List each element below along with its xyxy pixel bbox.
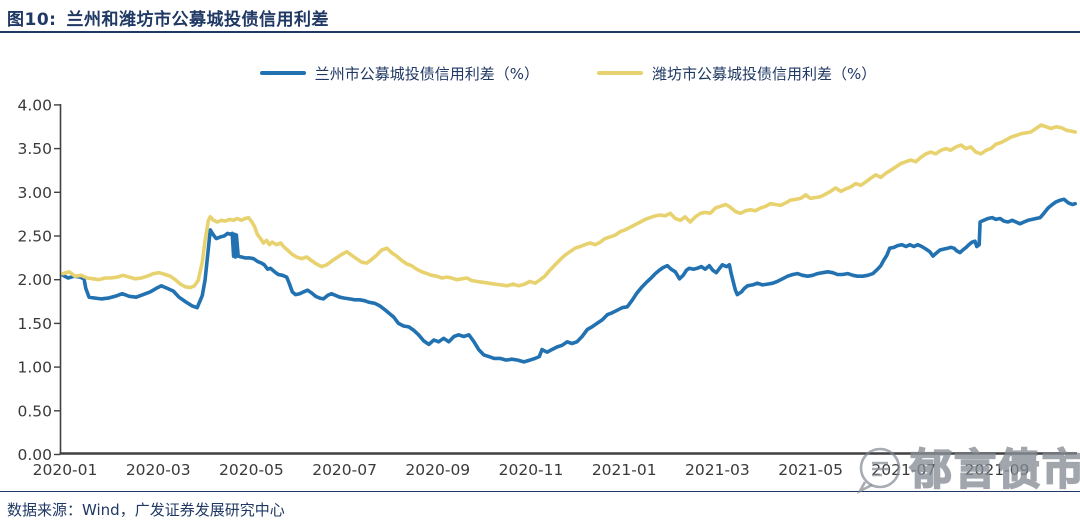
x-tick-label: 2020-07 bbox=[312, 461, 377, 479]
y-tick-label: 0.50 bbox=[17, 402, 52, 420]
figure-header: 图10: 兰州和潍坊市公募城投债信用利差 bbox=[0, 0, 1080, 33]
x-tick-label: 2020-11 bbox=[499, 461, 564, 479]
y-tick-label: 2.50 bbox=[17, 228, 52, 246]
x-tick-label: 2020-03 bbox=[126, 461, 191, 479]
y-tick-label: 4.00 bbox=[17, 96, 52, 114]
page-title: 兰州和潍坊市公募城投债信用利差 bbox=[66, 10, 329, 30]
x-tick-label: 2021-03 bbox=[685, 461, 750, 479]
y-tick-label: 2.00 bbox=[17, 271, 52, 289]
lanzhou-spread-line bbox=[61, 197, 1077, 364]
x-tick-label: 2021-09 bbox=[965, 461, 1030, 479]
y-tick-label: 3.50 bbox=[17, 140, 52, 158]
x-tick-label: 2021-05 bbox=[778, 461, 843, 479]
legend-item-weifang: 潍坊市公募城投债信用利差（%） bbox=[597, 63, 876, 84]
y-tick-label: 3.00 bbox=[17, 184, 52, 202]
lanzhou-line-swatch bbox=[259, 70, 306, 76]
legend-label-weifang: 潍坊市公募城投债信用利差（%） bbox=[652, 64, 877, 83]
footer-divider bbox=[0, 491, 1080, 492]
legend-label-lanzhou: 兰州市公募城投债信用利差（%） bbox=[314, 64, 539, 83]
y-tick-label: 1.50 bbox=[17, 315, 52, 333]
y-tick-label: 0.00 bbox=[17, 446, 52, 464]
x-tick-label: 2020-09 bbox=[405, 461, 470, 479]
weifang-spread-line bbox=[61, 123, 1077, 290]
x-tick-label: 2020-01 bbox=[33, 461, 98, 479]
figure-title: 图10: 兰州和潍坊市公募城投债信用利差 bbox=[7, 5, 329, 30]
data-source-note: 数据来源：Wind，广发证券发展研究中心 bbox=[7, 501, 285, 519]
weifang-line-swatch bbox=[597, 70, 643, 76]
chart-legend: 兰州市公募城投债信用利差（%） 潍坊市公募城投债信用利差（%） bbox=[60, 60, 1076, 86]
y-tick-label: 1.00 bbox=[17, 359, 52, 377]
x-tick-label: 2021-07 bbox=[871, 461, 936, 479]
legend-item-lanzhou: 兰州市公募城投债信用利差（%） bbox=[259, 63, 539, 84]
x-tick-label: 2020-05 bbox=[219, 461, 284, 479]
x-tick-label: 2021-01 bbox=[592, 461, 657, 479]
figure-label: 图10: bbox=[7, 10, 57, 30]
